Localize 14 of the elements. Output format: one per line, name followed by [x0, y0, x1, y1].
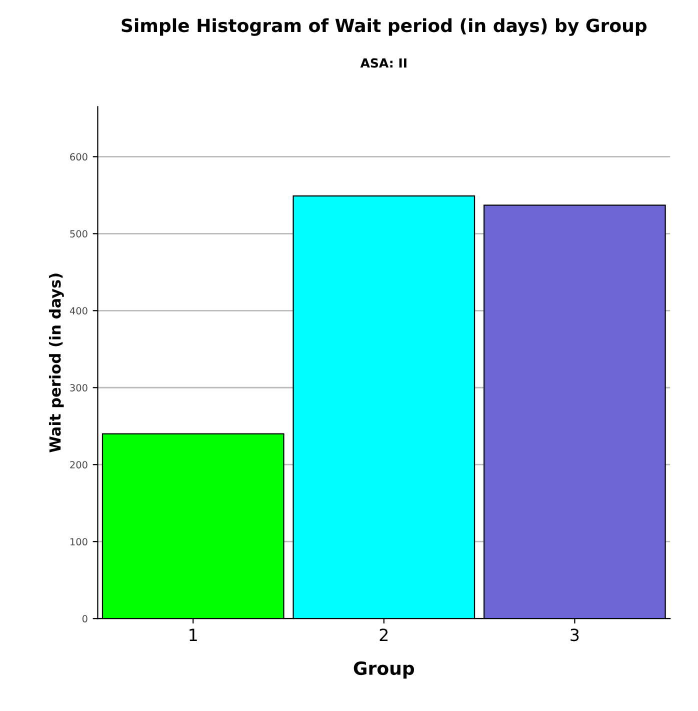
x-tick-label: 2 — [380, 628, 388, 641]
x-axis-title: Group — [354, 661, 414, 679]
y-tick-label: 400 — [70, 307, 88, 314]
y-tick-label: 200 — [70, 461, 88, 468]
y-tick-label: 500 — [70, 230, 88, 238]
x-tick-label: 3 — [570, 628, 579, 642]
y-axis-title: Wait period (in days) — [48, 274, 64, 452]
chart-title: Simple Histogram of Wait period (in days) by Group — [122, 18, 647, 36]
y-tick-label: 300 — [70, 384, 88, 392]
y-tick-label: 0 — [82, 615, 88, 622]
x-tick-label: 1 — [190, 628, 197, 641]
y-tick-label: 100 — [70, 538, 88, 546]
y-tick-label: 600 — [70, 153, 88, 161]
chart-subtitle: ASA: II — [360, 58, 406, 68]
